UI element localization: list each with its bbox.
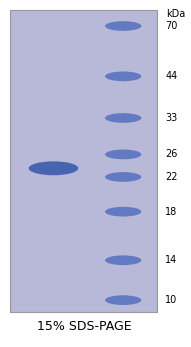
Text: kDa: kDa [166,9,185,19]
Text: 14: 14 [165,255,177,265]
Ellipse shape [29,161,78,175]
Ellipse shape [105,172,141,182]
Bar [10,10,157,312]
Ellipse shape [105,295,141,305]
Text: 44: 44 [165,71,177,81]
Text: 15% SDS-PAGE: 15% SDS-PAGE [37,320,131,333]
Text: 22: 22 [165,172,178,182]
Ellipse shape [105,255,141,265]
Ellipse shape [105,150,141,159]
Ellipse shape [105,21,141,31]
Ellipse shape [105,113,141,123]
Ellipse shape [105,207,141,217]
Ellipse shape [105,71,141,81]
Text: 70: 70 [165,21,178,31]
Text: 33: 33 [165,113,177,123]
Text: 26: 26 [165,150,178,159]
Text: 10: 10 [165,295,177,305]
Text: 18: 18 [165,207,177,217]
